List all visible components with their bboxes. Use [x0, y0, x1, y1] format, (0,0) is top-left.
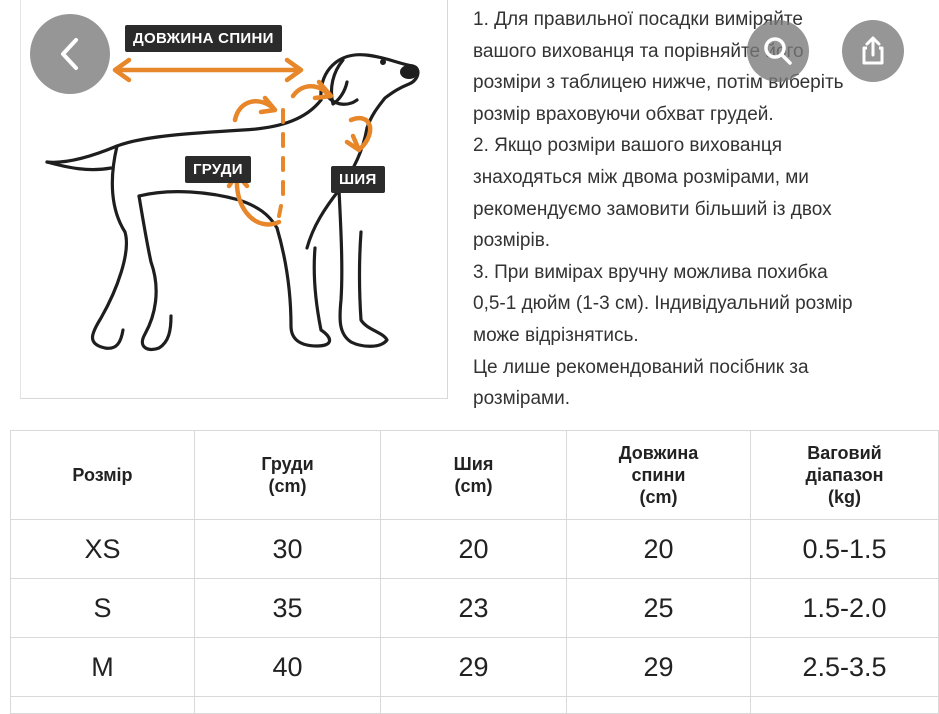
sizing-instructions: 1. Для правильної посадки виміряйте вашо…: [473, 4, 939, 415]
dog-nose: [400, 65, 418, 79]
size-chart-table: Розмір Груди (cm) Шия (cm) Довжина спини (cm…: [10, 430, 939, 714]
cell-weight-range: 0.5-1.5: [750, 519, 939, 579]
cell-neck: 29: [380, 637, 567, 697]
instruction-line: рекомендуємо замовити більший із двох: [473, 198, 832, 220]
instruction-line: 0,5-1 дюйм (1-3 см). Індивідуальний розм…: [473, 293, 853, 315]
table-row: M 40 29 29 2.5-3.5: [10, 637, 939, 697]
header-weight-range: Ваговий діапазон (kg): [750, 430, 939, 520]
cell-back-length: 25: [566, 578, 751, 638]
cell-chest: 35: [194, 578, 381, 638]
share-icon: [862, 36, 884, 65]
header-neck: Шия (cm): [380, 430, 567, 520]
table-header-row: Розмір Груди (cm) Шия (cm) Довжина спини (cm…: [10, 430, 939, 520]
header-size: Розмір: [10, 430, 195, 520]
table-row-partial: [10, 696, 939, 714]
instruction-line: розмір враховуючи обхват грудей.: [473, 103, 774, 125]
instruction-line: вашого вихованця та порівняйте його: [473, 40, 804, 62]
dog-eye: [380, 59, 386, 65]
instruction-line: розміри з таблицею нижче, потім виберіть: [473, 72, 844, 94]
dog-illustration: [45, 53, 420, 352]
share-button[interactable]: [842, 20, 904, 82]
cell-back-length: 20: [566, 519, 751, 579]
cell-neck: 23: [380, 578, 567, 638]
neck-loop-bottom: [348, 116, 373, 151]
cell-size: XS: [10, 519, 195, 579]
instruction-line: розмірами.: [473, 388, 571, 410]
cell-weight-range: 2.5-3.5: [750, 637, 939, 697]
header-back-length: Довжина спини (cm): [566, 430, 751, 520]
cell-size: M: [10, 637, 195, 697]
chest-label: ГРУДИ: [185, 156, 251, 183]
table-row: S 35 23 25 1.5-2.0: [10, 578, 939, 638]
chevron-left-icon: [61, 38, 78, 70]
instruction-line: Це лише рекомендований посібник за: [473, 356, 809, 378]
cell-chest: 30: [194, 519, 381, 579]
instruction-line: може відрізнятись.: [473, 324, 639, 346]
cell-weight-range: 1.5-2.0: [750, 578, 939, 638]
header-chest: Груди (cm): [194, 430, 381, 520]
cell-size: S: [10, 578, 195, 638]
neck-label: ШИЯ: [331, 166, 385, 193]
cell-chest: 40: [194, 637, 381, 697]
search-icon: [764, 37, 792, 65]
back-button[interactable]: [30, 14, 110, 94]
instruction-line: 2. Якщо розміри вашого вихованця: [473, 135, 783, 157]
instruction-line: знаходяться між двома розмірами, ми: [473, 166, 809, 188]
chest-loop-bottom: [234, 175, 282, 227]
cell-back-length: 29: [566, 637, 751, 697]
instruction-line: 3. При вимірах вручну можлива похибка: [473, 261, 828, 283]
instruction-line: розмірів.: [473, 230, 551, 252]
dog-measurement-diagram: ДОВЖИНА СПИНИ ГРУДИ ШИЯ: [20, 0, 448, 399]
table-row: XS 30 20 20 0.5-1.5: [10, 519, 939, 579]
cell-neck: 20: [380, 519, 567, 579]
search-button[interactable]: [747, 20, 809, 82]
instruction-line: 1. Для правильної посадки виміряйте: [473, 9, 803, 30]
back-length-label: ДОВЖИНА СПИНИ: [125, 25, 282, 52]
